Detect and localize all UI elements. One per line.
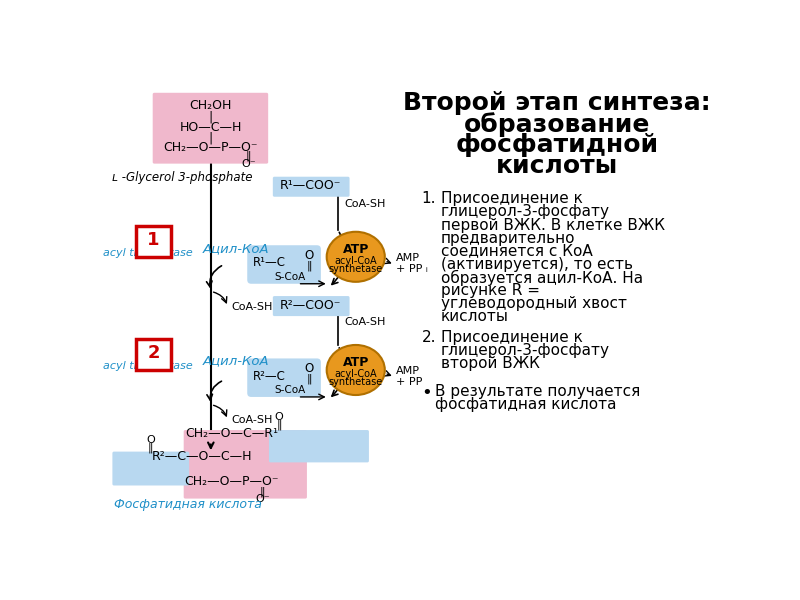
Text: 2: 2 bbox=[147, 344, 160, 362]
Text: R²—COO⁻: R²—COO⁻ bbox=[280, 299, 342, 312]
FancyBboxPatch shape bbox=[247, 358, 321, 397]
FancyBboxPatch shape bbox=[184, 430, 307, 499]
Text: углеводородный хвост: углеводородный хвост bbox=[441, 296, 627, 311]
Ellipse shape bbox=[326, 345, 385, 395]
Text: AMP: AMP bbox=[396, 253, 420, 263]
Text: S-CoA: S-CoA bbox=[274, 385, 306, 395]
Text: acyl-CoA: acyl-CoA bbox=[334, 369, 377, 379]
Text: CH₂—O—C—R¹: CH₂—O—C—R¹ bbox=[186, 427, 278, 440]
Text: Присоединение к: Присоединение к bbox=[441, 330, 583, 345]
Text: CoA-SH: CoA-SH bbox=[232, 302, 273, 312]
Text: ‖: ‖ bbox=[148, 443, 153, 453]
Text: Ацил-КоА: Ацил-КоА bbox=[202, 354, 269, 367]
Text: 1.: 1. bbox=[422, 191, 436, 206]
Text: ATP: ATP bbox=[342, 356, 369, 369]
FancyBboxPatch shape bbox=[247, 245, 321, 284]
Text: acyl-CoA: acyl-CoA bbox=[334, 256, 377, 266]
FancyBboxPatch shape bbox=[136, 226, 171, 257]
Text: ATP: ATP bbox=[342, 242, 369, 256]
FancyBboxPatch shape bbox=[273, 177, 350, 197]
Text: Ацил-КоА: Ацил-КоА bbox=[202, 242, 269, 256]
Text: CH₂—O—P—O⁻: CH₂—O—P—O⁻ bbox=[185, 475, 279, 488]
FancyBboxPatch shape bbox=[269, 430, 369, 463]
Text: Фосфатидная кислота: Фосфатидная кислота bbox=[114, 498, 262, 511]
Text: AMP: AMP bbox=[396, 366, 420, 376]
Text: второй ВЖК: второй ВЖК bbox=[441, 356, 540, 371]
Text: (активируется), то есть: (активируется), то есть bbox=[441, 257, 633, 272]
Text: R¹—C: R¹—C bbox=[253, 256, 286, 269]
Text: + PP ᵢ: + PP ᵢ bbox=[396, 264, 428, 274]
Text: предварительно: предварительно bbox=[441, 230, 575, 245]
Text: ʟ -Glycerol 3-phosphate: ʟ -Glycerol 3-phosphate bbox=[112, 170, 252, 184]
Text: глицерол-3-фосфату: глицерол-3-фосфату bbox=[441, 343, 610, 358]
FancyBboxPatch shape bbox=[153, 93, 268, 164]
Text: CH₂OH: CH₂OH bbox=[190, 99, 232, 112]
Text: соединяется с КоА: соединяется с КоА bbox=[441, 244, 593, 259]
Text: фосфатидной: фосфатидной bbox=[456, 133, 659, 157]
Text: R²—C—O—C—H: R²—C—O—C—H bbox=[152, 451, 253, 463]
Text: кислоты: кислоты bbox=[496, 154, 618, 178]
Text: synthetase: synthetase bbox=[329, 377, 383, 388]
Ellipse shape bbox=[326, 232, 385, 282]
Text: Присоединение к: Присоединение к bbox=[441, 191, 583, 206]
Text: O: O bbox=[305, 362, 314, 375]
Text: CoA-SH: CoA-SH bbox=[344, 199, 386, 209]
Text: В результате получается: В результате получается bbox=[435, 384, 640, 399]
Text: глицерол-3-фосфату: глицерол-3-фосфату bbox=[441, 205, 610, 220]
Text: рисунке R =: рисунке R = bbox=[441, 283, 540, 298]
Text: acyl transferase: acyl transferase bbox=[103, 361, 193, 371]
Text: HO—C—H: HO—C—H bbox=[180, 121, 242, 134]
Text: •: • bbox=[422, 384, 432, 402]
Text: O: O bbox=[146, 435, 154, 445]
Text: ‖: ‖ bbox=[306, 374, 312, 385]
Text: первой ВЖК. В клетке ВЖК: первой ВЖК. В клетке ВЖК bbox=[441, 218, 665, 233]
Text: Второй этап синтеза:: Второй этап синтеза: bbox=[403, 91, 711, 115]
Text: ‖: ‖ bbox=[246, 151, 251, 161]
Text: CoA-SH: CoA-SH bbox=[344, 317, 386, 327]
Text: synthetase: synthetase bbox=[329, 264, 383, 274]
Text: |: | bbox=[209, 110, 213, 124]
Text: O⁻: O⁻ bbox=[242, 159, 256, 169]
Text: O: O bbox=[274, 412, 283, 422]
Text: CH₂—O—P—O⁻: CH₂—O—P—O⁻ bbox=[163, 141, 258, 154]
Text: образование: образование bbox=[464, 112, 650, 137]
Text: фосфатидная кислота: фосфатидная кислота bbox=[435, 397, 616, 412]
Text: 1: 1 bbox=[147, 231, 160, 249]
FancyBboxPatch shape bbox=[112, 452, 189, 485]
Text: ‖: ‖ bbox=[260, 487, 266, 497]
Text: 2.: 2. bbox=[422, 330, 436, 345]
Text: CoA-SH: CoA-SH bbox=[232, 415, 273, 425]
Text: S-CoA: S-CoA bbox=[274, 272, 306, 282]
Text: O: O bbox=[305, 249, 314, 262]
Text: кислоты: кислоты bbox=[441, 309, 509, 324]
Text: образуется ацил-КоА. На: образуется ацил-КоА. На bbox=[441, 270, 643, 286]
Text: R¹—COO⁻: R¹—COO⁻ bbox=[280, 179, 342, 193]
Text: O⁻: O⁻ bbox=[255, 494, 270, 505]
Text: ‖: ‖ bbox=[306, 261, 312, 271]
Text: R²—C: R²—C bbox=[253, 370, 286, 383]
Text: ‖: ‖ bbox=[276, 419, 282, 430]
Text: acyl transferase: acyl transferase bbox=[103, 248, 193, 258]
Text: |: | bbox=[209, 131, 213, 144]
FancyBboxPatch shape bbox=[273, 296, 350, 316]
Text: + PP: + PP bbox=[396, 377, 422, 386]
FancyBboxPatch shape bbox=[136, 339, 171, 370]
